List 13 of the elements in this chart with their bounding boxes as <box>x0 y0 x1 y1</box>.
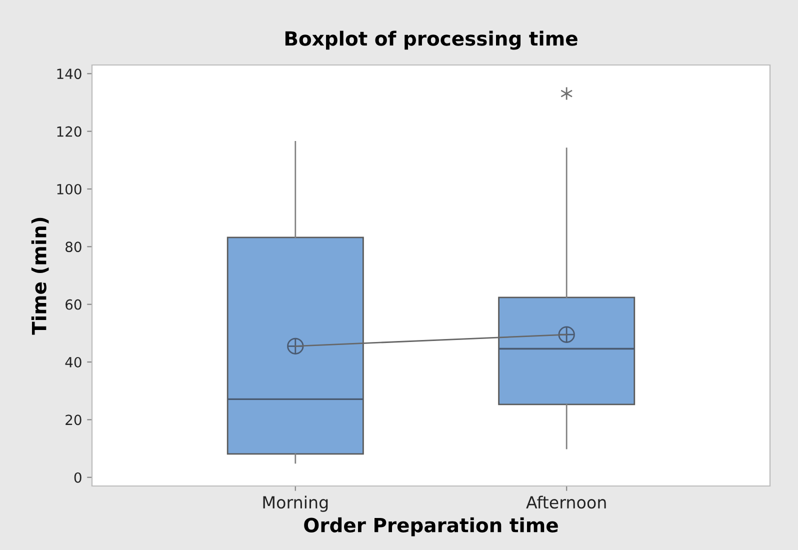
y-tick-label: 100 <box>57 184 82 194</box>
x-axis-title: Order Preparation time <box>304 517 558 536</box>
y-tick-label: 80 <box>66 242 82 252</box>
y-tick-label: 20 <box>66 414 82 426</box>
y-tick-label: 0 <box>74 472 82 483</box>
y-tick-label: 40 <box>65 356 82 368</box>
x-tick-label: Morning <box>263 496 328 512</box>
x-tick-label: Afternoon <box>526 496 606 509</box>
y-tick-label: 60 <box>66 299 82 310</box>
y-tick-label: 120 <box>57 126 82 137</box>
y-tick-label: 140 <box>57 68 82 80</box>
y-axis-title: Time (min) <box>31 218 49 335</box>
chart-title: Boxplot of processing time <box>285 30 578 50</box>
